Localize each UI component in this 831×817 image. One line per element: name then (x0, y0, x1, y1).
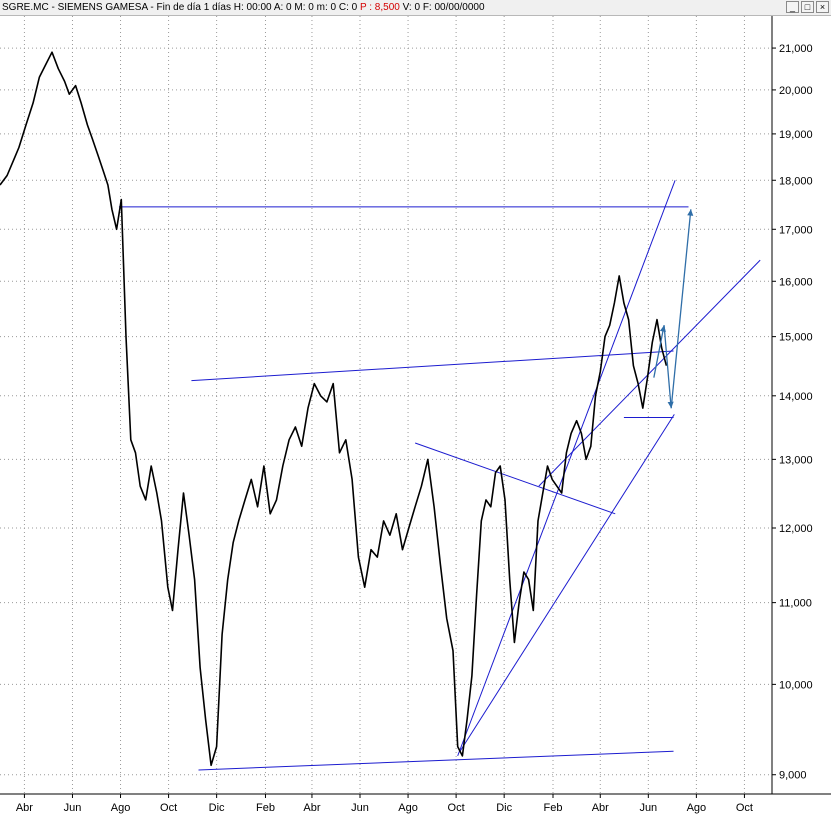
y-tick-label: 10,000 (779, 679, 813, 691)
projection-layer (653, 209, 694, 409)
projection-arrow-line (663, 325, 672, 409)
x-tick-label: Oct (448, 802, 465, 814)
y-tick-label: 12,000 (779, 523, 813, 535)
chart-window-title: SGRE.MC - SIEMENS GAMESA - Fin de día 1 … (2, 2, 485, 13)
y-tick-label: 21,000 (779, 43, 813, 55)
price-series-layer (0, 51, 668, 767)
x-tick-label: Ago (398, 802, 418, 814)
x-tick-label: Abr (592, 802, 609, 814)
period-label: Fin de día 1 días (156, 2, 231, 13)
y-tick-label: 18,000 (779, 175, 813, 187)
y-tick-label: 9,000 (779, 770, 807, 782)
hour-readout: H: 00:00 (233, 2, 272, 13)
projection-arrow-head (687, 209, 694, 216)
trendline (191, 350, 674, 382)
x-tick-label: Oct (160, 802, 177, 814)
x-tick-label: Abr (303, 802, 320, 814)
x-tick-label: Ago (687, 802, 707, 814)
x-tick-label: Jun (639, 802, 657, 814)
projection-arrow-line (653, 325, 665, 378)
y-tick-label: 17,000 (779, 224, 813, 236)
x-tick-label: Abr (16, 802, 33, 814)
x-tick-label: Feb (544, 802, 563, 814)
y-tick-label: 15,000 (779, 332, 813, 344)
close-button[interactable]: × (816, 1, 829, 13)
x-tick-label: Jun (351, 802, 369, 814)
y-tick-label: 20,000 (779, 85, 813, 97)
volume-readout: V: 0 (402, 2, 421, 13)
maximize-button[interactable]: □ (801, 1, 814, 13)
close-readout: C: 0 (338, 2, 358, 13)
trendline (198, 750, 674, 771)
instrument-name: SIEMENS GAMESA (57, 2, 148, 13)
open-readout: A: 0 (273, 2, 292, 13)
x-tick-label: Dic (496, 802, 512, 814)
date-readout: F: 00/00/0000 (422, 2, 485, 13)
symbol-label: SGRE.MC (2, 2, 49, 13)
minimize-button[interactable]: _ (786, 1, 799, 13)
y-tick-label: 19,000 (779, 129, 813, 141)
price-readout: P : 8,500 (359, 2, 400, 13)
high-readout: M: 0 (294, 2, 314, 13)
chart-window-titlebar: SGRE.MC - SIEMENS GAMESA - Fin de día 1 … (0, 0, 831, 16)
y-tick-label: 11,000 (779, 598, 812, 610)
x-tick-label: Feb (256, 802, 275, 814)
y-tick-label: 13,000 (779, 454, 813, 466)
x-tick-label: Oct (736, 802, 753, 814)
trendline-layer (118, 180, 761, 771)
x-tick-label: Dic (209, 802, 225, 814)
chart-grid (0, 16, 772, 794)
price-chart: 9,000 10,000 11,000 12,000 13,000 14,000 15,00… (0, 16, 831, 814)
x-tick-label: Ago (111, 802, 131, 814)
chart-axes: 9,000 10,000 11,000 12,000 13,000 14,000 15,00… (0, 16, 831, 814)
low-readout: m: 0 (316, 2, 337, 13)
trendline (538, 259, 761, 487)
trendline (459, 414, 675, 752)
trendline (414, 442, 616, 515)
projection-arrow-line (670, 209, 692, 409)
y-tick-label: 16,000 (779, 276, 813, 288)
y-tick-label: 14,000 (779, 391, 813, 403)
price-series-line (0, 51, 668, 767)
trendline (457, 180, 676, 757)
x-tick-label: Jun (64, 802, 82, 814)
window-controls: _ □ × (786, 1, 829, 13)
